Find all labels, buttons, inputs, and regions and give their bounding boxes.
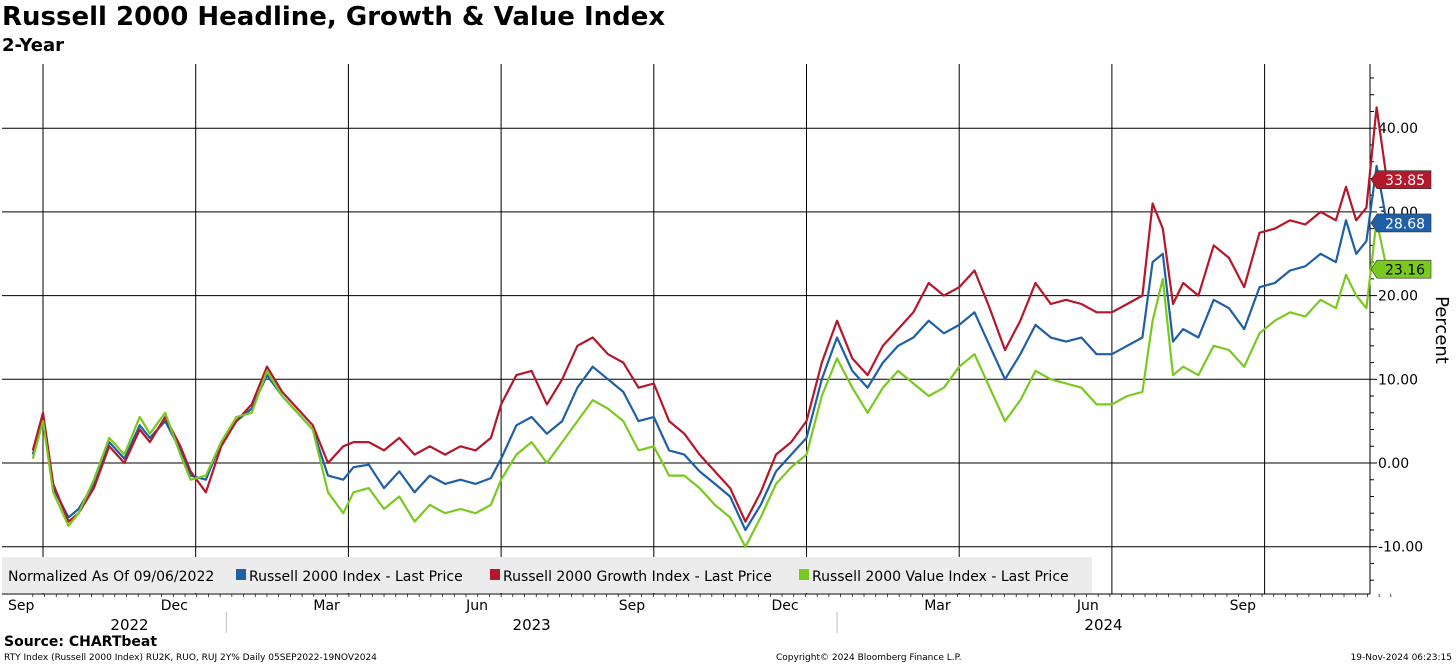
x-tick-label-jun: Jun	[465, 598, 488, 614]
legend-entry-0: Russell 2000 Index - Last Price	[249, 569, 463, 585]
legend-prefix: Normalized As Of 09/06/2022	[8, 569, 214, 585]
x-tick-label-mar: Mar	[924, 598, 951, 614]
series-line-0	[31, 164, 1388, 532]
last-value-tag-text: 33.85	[1385, 173, 1425, 189]
footer-copyright: Copyright© 2024 Bloomberg Finance L.P.	[776, 653, 962, 663]
x-tick-label-mar: Mar	[313, 598, 340, 614]
last-value-tag-text: 28.68	[1385, 216, 1425, 232]
legend-swatch-0	[236, 569, 246, 580]
last-value-tag-box	[1370, 170, 1432, 189]
footer-ticker-info: RTY Index (Russell 2000 Index) RU2K, RUO…	[4, 653, 377, 663]
legend-entry-1: Russell 2000 Growth Index - Last Price	[503, 569, 772, 585]
legend: Normalized As Of 09/06/2022 Russell 2000 …	[2, 557, 1092, 593]
x-tick-label-dec: Dec	[161, 598, 188, 614]
last-value-tag-text: 23.16	[1385, 263, 1425, 279]
last-value-tag-2: 23.16	[1370, 259, 1432, 279]
legend-entry-2: Russell 2000 Value Index - Last Price	[812, 569, 1069, 585]
last-value-tag-box	[1370, 259, 1432, 279]
x-year-label-2022: 2022	[110, 616, 148, 634]
y-tick-label: 40.00	[1378, 121, 1418, 137]
x-tick-label-sep: Sep	[619, 598, 646, 614]
footer-timestamp: 19-Nov-2024 06:23:15	[1350, 653, 1452, 663]
series-line-1	[31, 106, 1388, 523]
y-tick-label: 20.00	[1378, 289, 1418, 305]
y-tick-label: 0.00	[1378, 456, 1409, 472]
x-tick-label-sep: Sep	[1230, 598, 1257, 614]
source-note: Source: CHARTbeat	[4, 634, 158, 650]
legend-swatch-2	[799, 569, 809, 580]
legend-swatch-1	[490, 569, 500, 580]
chart-title: Russell 2000 Headline, Growth & Value In…	[2, 2, 666, 32]
legend-background	[2, 557, 1092, 593]
x-tick-label-jun: Jun	[1076, 598, 1099, 614]
chart-subtitle: 2-Year	[2, 35, 64, 56]
x-year-label-2024: 2024	[1084, 616, 1122, 634]
x-tick-label-dec: Dec	[772, 598, 799, 614]
last-value-tag-0: 28.68	[1370, 213, 1432, 233]
last-value-tag-box	[1370, 213, 1432, 233]
y-tick-label: -10.00	[1378, 540, 1423, 556]
x-year-label-2023: 2023	[513, 616, 551, 634]
y-tick-label: 10.00	[1378, 372, 1418, 388]
y-axis-label: Percent	[1431, 296, 1452, 364]
last-value-tag-1: 33.85	[1370, 170, 1432, 189]
x-tick-label-sep: Sep	[8, 598, 35, 614]
series-line-2	[31, 219, 1388, 548]
